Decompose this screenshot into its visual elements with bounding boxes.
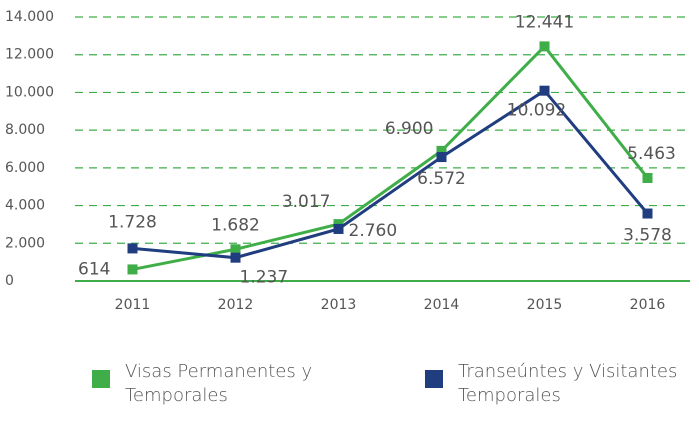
data-label: 1.237 [240, 268, 289, 288]
legend-swatch [92, 370, 110, 388]
data-label: 12.441 [515, 12, 574, 32]
data-label: 3.017 [282, 192, 331, 212]
data-point [127, 264, 138, 275]
legend-label: Visas Permanentes y Temporales [125, 361, 313, 406]
y-tick-label: 2.000 [5, 235, 45, 251]
data-label: 3.578 [623, 226, 672, 246]
legend-swatch [425, 370, 443, 388]
data-point [230, 244, 241, 255]
data-point [642, 172, 653, 183]
y-tick-label: 6.000 [5, 160, 45, 176]
y-tick-label: 10.000 [5, 84, 54, 100]
data-label: 6.900 [385, 119, 434, 139]
y-tick-label: 12.000 [5, 47, 54, 63]
y-tick-label: 0 [5, 273, 14, 289]
data-label: 1.682 [211, 215, 260, 235]
x-tick-label: 2011 [115, 297, 151, 313]
series-line [132, 88, 649, 260]
data-label: 2.760 [349, 221, 398, 241]
x-tick-label: 2016 [630, 297, 666, 313]
data-label: 1.728 [108, 212, 157, 232]
data-label: 614 [78, 259, 110, 279]
data-label: 5.463 [627, 144, 676, 164]
x-tick-label: 2014 [424, 297, 460, 313]
y-tick-label: 4.000 [5, 198, 45, 214]
data-point [642, 208, 653, 219]
legend-label: Transeúntes y Visitantes Temporales [458, 361, 678, 406]
x-tick-label: 2013 [321, 297, 357, 313]
data-point [539, 85, 550, 96]
data-point [436, 152, 447, 163]
data-point [436, 145, 447, 156]
data-label: 6.572 [417, 169, 466, 189]
x-tick-label: 2012 [218, 297, 254, 313]
x-tick-label: 2015 [527, 297, 563, 313]
data-point [127, 243, 138, 254]
data-point [539, 41, 550, 52]
data-point [230, 252, 241, 263]
data-point [333, 223, 344, 234]
data-label: 10.092 [507, 101, 566, 121]
series-line [132, 44, 649, 271]
y-tick-label: 14.000 [5, 9, 54, 25]
y-tick-label: 8.000 [5, 122, 45, 138]
